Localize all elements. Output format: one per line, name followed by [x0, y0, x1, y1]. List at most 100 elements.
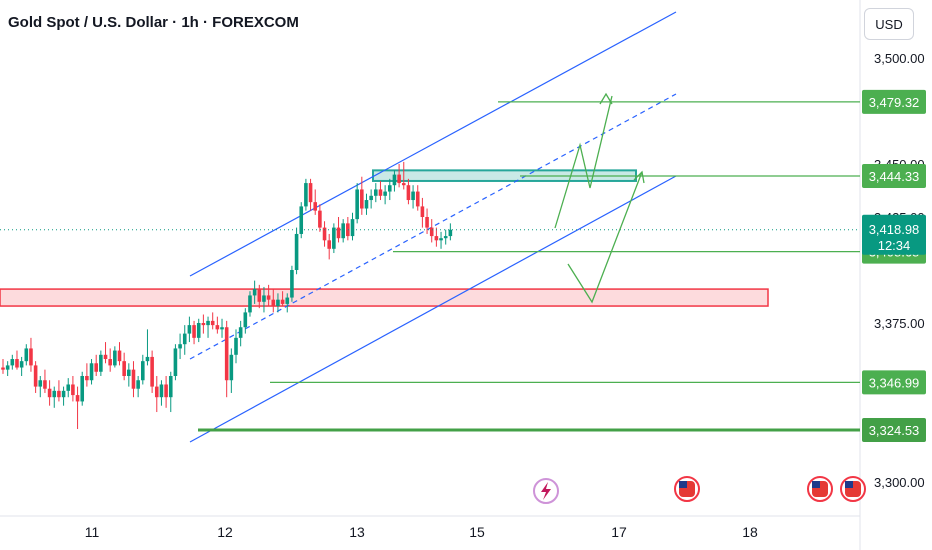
level-price-label: 3,346.99: [869, 375, 920, 390]
candle-body: [196, 323, 201, 338]
candle-body: [206, 320, 210, 326]
candle-body: [38, 380, 43, 387]
candle-body: [229, 354, 234, 381]
candle-body: [262, 295, 266, 302]
candle-body: [108, 359, 112, 366]
candle-body: [387, 185, 392, 192]
candle-body: [378, 189, 383, 196]
level-price-tag: [862, 370, 926, 395]
candle-body: [420, 206, 425, 217]
candle-body: [304, 183, 308, 207]
candle-body: [294, 233, 299, 270]
resistance-zone: [0, 288, 769, 307]
candle-body: [80, 376, 85, 402]
candle-body: [173, 348, 178, 376]
candle-body: [52, 390, 57, 398]
x-tick-label: 12: [217, 524, 233, 540]
channel-upper-line: [189, 11, 677, 277]
candle-body: [266, 295, 271, 300]
candle-body: [439, 238, 443, 241]
x-tick-label: 17: [611, 524, 627, 540]
candle-body: [220, 327, 224, 330]
candle-body: [94, 363, 98, 372]
projection-alt-arrowhead: [633, 170, 645, 184]
candle-body: [127, 369, 131, 376]
candle-body: [425, 217, 429, 228]
candle-body: [24, 348, 29, 362]
candle-body: [327, 240, 331, 249]
current-price-label: 3,418.98: [869, 222, 920, 237]
candle-body: [429, 227, 434, 237]
candle-body: [336, 227, 341, 239]
candle-body: [150, 356, 154, 387]
candle-body: [369, 195, 373, 201]
channel-mid-line: [189, 93, 677, 360]
candle-body: [313, 202, 318, 211]
candle-body: [238, 327, 243, 338]
candle-body: [243, 312, 248, 328]
candle-body: [131, 369, 136, 389]
flag-canton: [845, 481, 853, 488]
candle-body: [117, 350, 122, 362]
candle-body: [318, 210, 322, 228]
candle-body: [89, 363, 94, 381]
candle-body: [5, 365, 10, 370]
x-tick-label: 18: [742, 524, 758, 540]
channel-lower-line: [189, 175, 677, 443]
y-tick-label: 3,375.00: [874, 316, 925, 331]
candle-body: [47, 388, 52, 398]
candle-body: [99, 354, 103, 372]
candle-body: [383, 191, 387, 196]
candle-body: [192, 325, 196, 338]
y-tick-label: 3,300.00: [874, 475, 925, 490]
candle-body: [1, 367, 5, 370]
candle-body: [341, 223, 345, 239]
currency-selector[interactable]: USD: [864, 8, 914, 40]
countdown-label: 12:34: [878, 238, 911, 253]
candle-body: [154, 386, 159, 398]
candle-body: [443, 236, 448, 239]
candle-body: [434, 236, 439, 241]
candle-body: [182, 333, 187, 345]
candle-body: [66, 384, 71, 391]
candle-body: [346, 223, 350, 237]
candle-body: [322, 227, 327, 241]
candle-body: [406, 185, 411, 201]
candle-body: [178, 344, 182, 349]
candle-body: [392, 174, 397, 186]
flag-canton: [812, 481, 820, 488]
candle-body: [168, 376, 173, 398]
level-price-label: 3,444.33: [869, 169, 920, 184]
level-price-label: 3,324.53: [869, 423, 920, 438]
candle-body: [415, 191, 420, 207]
projection-up-arrow: [554, 95, 613, 229]
candle-body: [122, 361, 126, 376]
candle-body: [308, 183, 313, 203]
x-tick-label: 11: [85, 524, 100, 540]
candle-body: [360, 189, 364, 209]
candle-body: [61, 390, 66, 398]
candle-body: [285, 297, 290, 304]
x-tick-label: 15: [469, 524, 485, 540]
candle-body: [19, 361, 24, 368]
candle-body: [290, 270, 294, 298]
candle-body: [234, 337, 238, 355]
level-price-tag: [862, 417, 926, 442]
candle-body: [276, 299, 280, 307]
candle-body: [159, 384, 164, 398]
candle-body: [210, 320, 215, 326]
candle-body: [299, 206, 304, 234]
projection-alt-arrow: [567, 171, 643, 304]
candle-body: [364, 200, 369, 209]
level-price-label: 3,479.32: [869, 95, 920, 110]
level-price-tag: [862, 89, 926, 114]
candle-body: [43, 380, 47, 389]
candle-body: [10, 359, 15, 366]
candle-body: [248, 295, 252, 313]
current-price-tag: [862, 214, 926, 255]
candle-body: [57, 390, 61, 398]
candle-body: [332, 227, 336, 249]
candle-body: [141, 361, 145, 381]
candle-body: [75, 395, 80, 402]
